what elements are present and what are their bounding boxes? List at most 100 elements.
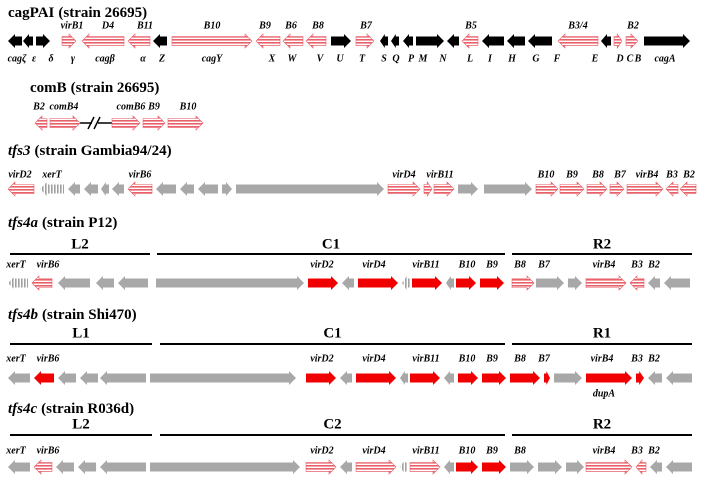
- track-strain: (strain P12): [42, 215, 117, 231]
- region-label: R2: [593, 236, 611, 252]
- gene-arrow: [528, 34, 552, 48]
- gene-label-bottom: U: [336, 53, 344, 64]
- gene-label: B10: [458, 259, 476, 270]
- gene-label: B8: [513, 445, 526, 456]
- region-label: C1: [323, 325, 341, 341]
- gene-label: xerT: [5, 259, 26, 270]
- track-strain: (strain Shi470): [42, 307, 137, 323]
- gene-arrow: [586, 181, 608, 197]
- gene-arrow: [356, 371, 396, 385]
- gene-label: B10: [203, 20, 221, 31]
- track-title: cagPAI (strain 26695): [8, 5, 147, 21]
- gene-label: virB6: [129, 169, 152, 180]
- gene-label: virD4: [362, 353, 385, 364]
- gene-arrow: [8, 34, 22, 48]
- gene-arrow: [402, 276, 410, 290]
- region-label: L1: [72, 325, 90, 341]
- gene-label-bottom: Z: [158, 53, 165, 64]
- gene-arrow: [236, 182, 384, 196]
- gene-arrow: [355, 459, 397, 475]
- gene-arrow: [629, 275, 645, 291]
- gene-label: B2: [32, 101, 45, 112]
- gene-label-bottom: T: [359, 53, 366, 64]
- gene-label: B2: [647, 353, 660, 364]
- gene-arrow: [650, 460, 662, 474]
- gene-arrow: [8, 371, 30, 385]
- gene-label: virD4: [362, 259, 385, 270]
- track-name: tfs3: [8, 143, 31, 159]
- gene-label: B10: [458, 445, 476, 456]
- gene-arrow: [482, 34, 504, 48]
- gene-arrow: [167, 115, 204, 131]
- gene-arrow: [458, 182, 478, 196]
- gene-arrow: [156, 182, 176, 196]
- gene-label: B2: [682, 169, 695, 180]
- gene-label-bottom: cagζ: [8, 53, 27, 64]
- gene-arrow: [538, 460, 562, 474]
- gene-label: virB6: [37, 259, 60, 270]
- gene-label-bottom: I: [487, 53, 493, 64]
- gene-arrow: [568, 276, 582, 290]
- gene-arrow: [557, 33, 599, 49]
- gene-arrow: [180, 182, 194, 196]
- gene-arrow: [416, 34, 444, 48]
- gene-arrow: [446, 276, 454, 290]
- gene-label: B8: [513, 353, 526, 364]
- gene-arrow: [306, 371, 336, 385]
- gene-label-bottom: cagY: [202, 53, 223, 64]
- gene-arrow: [23, 34, 33, 48]
- gene-label-bottom: L: [466, 53, 473, 64]
- gene-label: virB6: [37, 445, 60, 456]
- gene-arrow: [111, 115, 141, 131]
- gene-label: B7: [537, 259, 551, 270]
- region-label: L2: [72, 416, 90, 432]
- gene-label: comB6: [117, 101, 146, 112]
- gene-arrow: [355, 33, 375, 49]
- gene-arrow: [391, 34, 399, 48]
- gene-arrow: [585, 275, 627, 291]
- gene-arrow: [433, 181, 455, 197]
- gene-arrow: [81, 33, 125, 49]
- gene-label: B2: [647, 445, 660, 456]
- gene-arrow: [586, 371, 632, 385]
- gene-label: D4: [101, 20, 114, 31]
- gene-arrow: [282, 33, 304, 49]
- gene-arrow: [31, 275, 53, 291]
- gene-arrow: [61, 33, 77, 49]
- track-name: tfs4c: [8, 401, 38, 417]
- gene-label: B8: [513, 259, 526, 270]
- gene-arrow: [409, 459, 441, 475]
- region-label: C2: [323, 416, 341, 432]
- gene-arrow: [153, 34, 167, 48]
- gene-label-bottom: dupA: [593, 388, 616, 399]
- gene-label: B9: [485, 353, 498, 364]
- gene-arrow: [482, 460, 506, 474]
- region-label: R1: [593, 325, 611, 341]
- gene-arrow: [410, 371, 440, 385]
- gene-arrow: [679, 181, 697, 197]
- track-name: comB: [30, 80, 67, 96]
- gene-arrow: [644, 34, 690, 48]
- gene-label-bottom: P: [408, 53, 415, 64]
- gene-label-bottom: B: [634, 53, 642, 64]
- gene-label: B3: [630, 445, 643, 456]
- gene-label-bottom: C: [627, 53, 634, 64]
- track-title: tfs4a (strain P12): [8, 215, 117, 231]
- gene-arrow: [34, 371, 54, 385]
- gene-arrow: [8, 276, 28, 290]
- gene-arrow: [308, 276, 338, 290]
- gene-label: virD2: [310, 259, 333, 270]
- gene-arrow: [340, 460, 352, 474]
- gene-arrow: [666, 371, 692, 385]
- gene-label: B10: [179, 101, 197, 112]
- gene-arrow: [510, 371, 540, 385]
- gene-arrow: [100, 460, 146, 474]
- gene-arrow: [56, 460, 74, 474]
- gene-label-bottom: cagβ: [95, 53, 115, 64]
- gene-arrow: [127, 33, 151, 49]
- gene-arrow: [78, 460, 96, 474]
- gene-label: virB1: [61, 20, 84, 31]
- track-strain: (strain 26695): [71, 80, 160, 96]
- gene-label: xerT: [5, 445, 26, 456]
- gene-arrow: [511, 275, 535, 291]
